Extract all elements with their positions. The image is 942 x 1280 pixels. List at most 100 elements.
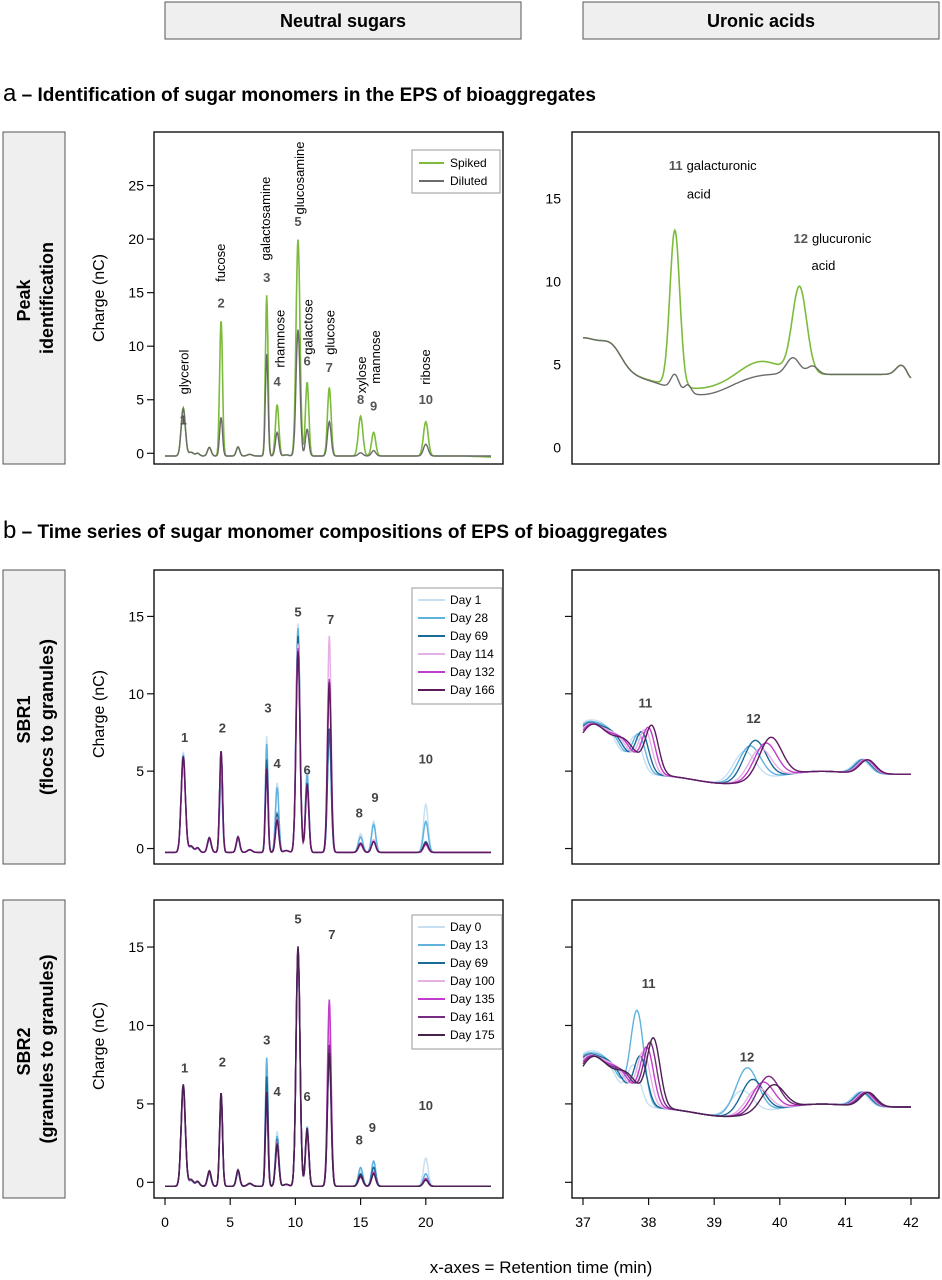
y-tick-label: 0 xyxy=(136,841,144,857)
peak-name-label: galacturonic xyxy=(687,158,758,173)
peak-number-label: 5 xyxy=(294,604,301,619)
peak-number-label: 4 xyxy=(274,1084,282,1099)
row-label-peak-box xyxy=(2,131,66,465)
legend-label: Day 69 xyxy=(450,956,488,970)
peak-number-label: 12 xyxy=(793,231,807,246)
neutral-header: Neutral sugars xyxy=(280,11,406,31)
peak-name-label: mannose xyxy=(368,330,383,383)
peak-number-label: 1 xyxy=(180,412,187,427)
section-b-letter: b xyxy=(3,517,16,544)
y-tick-label: 5 xyxy=(553,356,561,372)
section-a-text: – Identification of sugar monomers in th… xyxy=(22,85,596,106)
legend-label: Spiked xyxy=(450,156,487,170)
x-tick-label: 39 xyxy=(706,1214,722,1230)
peak-name-label: xylose xyxy=(354,356,369,393)
legend-label: Day 175 xyxy=(450,1028,495,1042)
peak-name-label-2: acid xyxy=(687,186,711,201)
plot-frame xyxy=(153,131,504,465)
series-line-diluted xyxy=(165,329,491,457)
series-line xyxy=(582,723,911,785)
x-tick-label: 20 xyxy=(418,1214,434,1230)
row-label-peak: Peak identification xyxy=(14,242,57,354)
peak-12-label: 12 glucuronic xyxy=(793,231,871,246)
plot-frame xyxy=(571,569,940,865)
peak-number-label: 5 xyxy=(294,912,301,927)
y-tick-label: 10 xyxy=(128,1017,144,1033)
y-tick-label: 25 xyxy=(128,178,144,194)
section-b-text: – Time series of sugar monomer compositi… xyxy=(22,522,668,543)
series-line xyxy=(582,1009,911,1116)
y-tick-label: 10 xyxy=(545,273,561,289)
y-tick-label: 15 xyxy=(545,190,561,206)
bottom-axis-label: x-axes = Retention time (min) xyxy=(430,1258,653,1277)
neutral-header-box xyxy=(164,1,522,40)
row-label-sbr1: SBR1 (flocs to granules) xyxy=(14,639,57,795)
y-tick-label: 5 xyxy=(136,763,144,779)
panel-peak-neutral: 0 5 10 15 20 25 Charge (nC) 1 glycerol 2 fucose 3 ga… xyxy=(91,131,504,465)
peak-number-label: 4 xyxy=(274,374,282,389)
legend-label: Day 0 xyxy=(450,920,482,934)
peak-name-label: glucose xyxy=(323,310,338,355)
plot-frame xyxy=(571,131,940,465)
peak-name-label: galactosamine xyxy=(258,177,273,261)
peak-name-label: glucosamine xyxy=(292,142,307,215)
row-label-sbr2-box xyxy=(2,899,66,1199)
y-tick-label: 0 xyxy=(136,1174,144,1190)
y-tick-label: 10 xyxy=(128,338,144,354)
series-line xyxy=(582,721,911,784)
x-tick-label: 41 xyxy=(838,1214,854,1230)
x-axes: 0 5 10 15 20 37 38 39 40 41 42 xyxy=(161,1198,919,1230)
x-tick-label: 38 xyxy=(641,1214,657,1230)
series-line-diluted xyxy=(583,337,912,396)
peak-number-label: 5 xyxy=(294,214,301,229)
series-line xyxy=(582,720,911,784)
legend-box xyxy=(411,587,503,705)
section-b-title: b – Time series of sugar monomer composi… xyxy=(3,517,667,544)
y-tick-label: 10 xyxy=(128,686,144,702)
peak-number-label: 11 xyxy=(642,976,656,991)
peak-number-label: 10 xyxy=(419,392,433,407)
y-tick-label: 0 xyxy=(553,439,561,455)
peak-number-label: 8 xyxy=(357,392,364,407)
panel-sbr1-uronic: 11 12 xyxy=(565,569,940,865)
row-label-sbr1-box xyxy=(2,569,66,865)
panel-peak-uronic: 0 5 10 15 11 galacturonic acid 12 glucuronic acid xyxy=(545,131,940,465)
x-tick-label: 0 xyxy=(161,1214,169,1230)
row-label-peak-line2: identification xyxy=(37,242,57,354)
peak-number-label: 3 xyxy=(263,1032,270,1047)
plot-frame xyxy=(153,569,504,865)
peak-number-label: 2 xyxy=(219,1054,226,1069)
legend-label: Day 100 xyxy=(450,974,495,988)
peak-number-label: 7 xyxy=(327,612,334,627)
peak-name-label: ribose xyxy=(418,349,433,384)
legend-box xyxy=(411,149,501,194)
uronic-header-box xyxy=(582,1,940,40)
peak-number-label: 10 xyxy=(419,1098,433,1113)
series-line xyxy=(582,1050,911,1117)
series-line xyxy=(582,1053,911,1117)
peak-number-label: 3 xyxy=(263,270,270,285)
peak-number-label: 9 xyxy=(371,790,378,805)
plot-frame xyxy=(153,899,504,1199)
peak-number-label: 2 xyxy=(219,720,226,735)
legend-label: Day 114 xyxy=(450,647,494,661)
peak-number-label: 12 xyxy=(746,711,760,726)
y-tick-label: 15 xyxy=(128,939,144,955)
legend-label: Day 13 xyxy=(450,938,488,952)
peak-number-label: 4 xyxy=(274,756,282,771)
series-line xyxy=(582,1041,911,1118)
peak-11-label: 11 galacturonic xyxy=(669,158,757,173)
x-tick-label: 5 xyxy=(226,1214,234,1230)
peak-name-label: fucose xyxy=(213,244,228,282)
series-line xyxy=(165,946,491,1187)
series-line xyxy=(582,1037,911,1118)
peak-number-label: 9 xyxy=(369,1120,376,1135)
peak-number-label: 11 xyxy=(638,696,652,711)
legend-label: Day 28 xyxy=(450,611,488,625)
legend-label: Day 132 xyxy=(450,665,495,679)
x-tick-label: 37 xyxy=(575,1214,591,1230)
peak-number-label: 6 xyxy=(304,762,311,777)
peak-number-label: 9 xyxy=(370,398,377,413)
peak-number-label: 8 xyxy=(356,1133,363,1148)
plot-frame xyxy=(571,899,940,1199)
